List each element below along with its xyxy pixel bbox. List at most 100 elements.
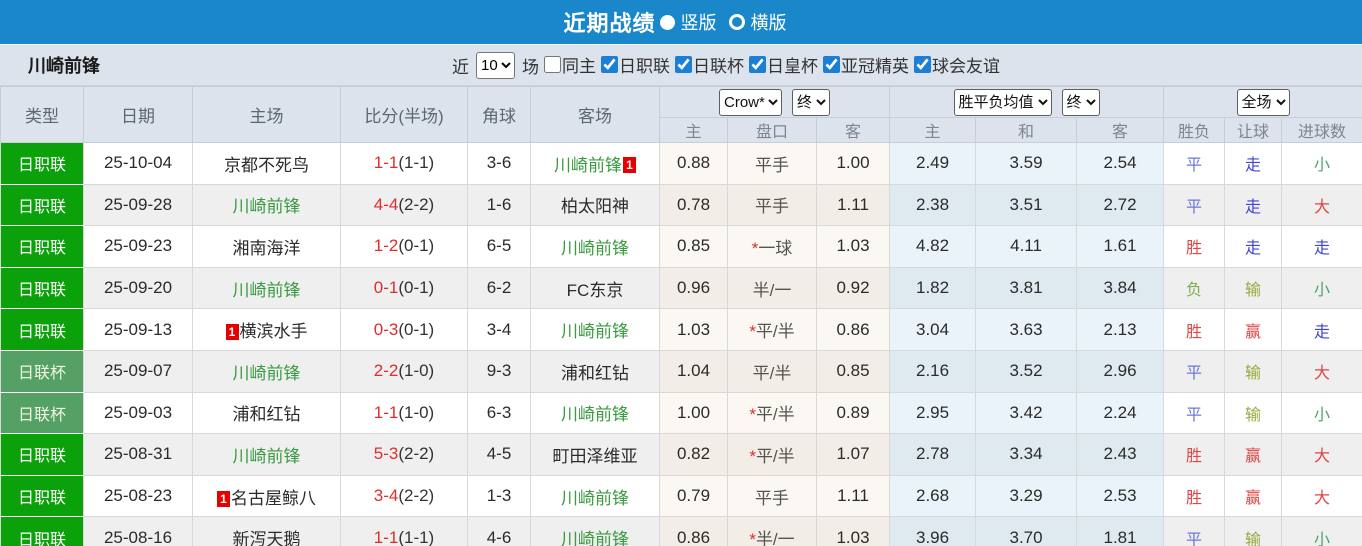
- layout-radio-unselected-icon[interactable]: [728, 14, 745, 30]
- avg-odds-select[interactable]: 胜平负均值: [953, 88, 1052, 116]
- result-outcome: 胜: [1163, 433, 1226, 476]
- avg-period-select[interactable]: 终: [1061, 88, 1100, 116]
- match-type: 日联杯: [0, 391, 84, 435]
- halftime-score: (1-1): [398, 153, 435, 173]
- home-team-name[interactable]: 京都不死鸟: [224, 155, 309, 175]
- home-team-cell: 川崎前锋: [192, 433, 341, 476]
- match-date: 25-10-04: [83, 142, 193, 185]
- away-team-name[interactable]: 川崎前锋: [561, 238, 629, 258]
- filter-checkbox-日联杯[interactable]: 日联杯: [675, 52, 744, 77]
- layout-radio-group: 竖版 横版: [659, 9, 799, 35]
- home-team-name[interactable]: 横滨水手: [239, 322, 308, 342]
- halftime-score: (0-1): [398, 319, 435, 339]
- handicap-outcome: 输: [1224, 516, 1283, 546]
- table-row: 日职联 25-08-16 新泻天鹅 1-1(1-1) 4-6 川崎前锋 0.86 *半/一 1.…: [0, 516, 1362, 546]
- match-score: 1-1(1-1): [340, 142, 468, 185]
- sub-header-handicap: 盘口: [727, 117, 817, 143]
- home-team-name[interactable]: 浦和红钻: [232, 405, 301, 425]
- checkbox-label: 日职联: [619, 57, 670, 76]
- match-score: 2-2(1-0): [340, 349, 468, 393]
- handicap-odds-away: 1.03: [815, 225, 891, 268]
- handicap-outcome: 赢: [1224, 308, 1283, 351]
- halftime-score: (2-2): [398, 486, 435, 506]
- handicap-line: *平/半: [727, 391, 817, 435]
- handicap-line: 平手: [727, 183, 817, 227]
- away-team-cell: 川崎前锋: [530, 391, 660, 435]
- layout-radio-label[interactable]: 竖版: [680, 13, 717, 33]
- odds-company-select[interactable]: Crow*: [719, 88, 783, 116]
- table-row: 日职联 25-09-20 川崎前锋 0-1(0-1) 6-2 FC东京 0.96 半/一 0.9…: [0, 266, 1362, 310]
- avg-odds-home: 3.96: [889, 516, 977, 546]
- handicap-text: 平手: [755, 197, 789, 217]
- layout-radio-selected-icon[interactable]: [659, 14, 675, 30]
- result-outcome: 胜: [1163, 474, 1226, 518]
- filter-checkbox-球会友谊[interactable]: 球会友谊: [914, 52, 1000, 77]
- scope-select[interactable]: 全场: [1236, 88, 1290, 116]
- handicap-outcome: 输: [1224, 266, 1283, 310]
- checkbox-input[interactable]: [914, 56, 931, 73]
- table-row: 日职联 25-10-04 京都不死鸟 1-1(1-1) 3-6 川崎前锋 1 0.88 平手 1.…: [0, 142, 1362, 185]
- handicap-line: *一球: [727, 225, 817, 268]
- away-team-cell: 川崎前锋: [530, 225, 660, 268]
- away-team-name[interactable]: 川崎前锋: [561, 322, 629, 342]
- result-outcome: 平: [1163, 183, 1226, 227]
- handicap-odds-home: 0.86: [659, 516, 728, 546]
- layout-radio-label[interactable]: 横版: [750, 13, 787, 33]
- match-type: 日职联: [0, 266, 84, 310]
- match-type: 日职联: [0, 183, 84, 227]
- filter-checkbox-同主[interactable]: 同主: [544, 52, 596, 77]
- filter-checkbox-日皇杯[interactable]: 日皇杯: [749, 52, 818, 77]
- avg-odds-home: 2.95: [889, 391, 977, 435]
- match-score: 1-1(1-0): [340, 391, 468, 435]
- odds-period-select[interactable]: 终: [792, 88, 831, 116]
- fulltime-score: 3-4: [373, 486, 399, 506]
- home-team-name[interactable]: 名古屋鲸八: [231, 488, 316, 508]
- home-team-cell: 川崎前锋: [192, 266, 341, 310]
- avg-odds-draw: 3.42: [975, 391, 1078, 435]
- away-team-name[interactable]: 町田泽维亚: [552, 446, 638, 466]
- match-score: 3-4(2-2): [340, 474, 468, 518]
- home-team-name[interactable]: 川崎前锋: [232, 197, 301, 217]
- away-team-name[interactable]: 柏太阳神: [561, 197, 629, 217]
- filter-checkbox-亚冠精英[interactable]: 亚冠精英: [823, 52, 909, 77]
- handicap-odds-away: 0.86: [815, 308, 891, 351]
- col-header-score: 比分(半场): [340, 86, 468, 143]
- checkbox-input[interactable]: [823, 56, 840, 73]
- star-icon: *: [749, 322, 756, 342]
- avg-odds-home: 2.16: [889, 349, 977, 393]
- away-team-name[interactable]: 川崎前锋: [561, 405, 629, 425]
- checkbox-input[interactable]: [675, 56, 692, 73]
- match-count-select[interactable]: 10: [476, 51, 515, 79]
- corner-count: 6-5: [467, 225, 531, 268]
- match-date: 25-09-13: [83, 308, 193, 351]
- handicap-outcome: 输: [1224, 391, 1283, 435]
- sub-header-handicap-result: 让球: [1224, 117, 1283, 143]
- avg-odds-away: 3.84: [1076, 266, 1165, 310]
- home-team-name[interactable]: 新泻天鹅: [232, 530, 301, 546]
- home-team-name[interactable]: 川崎前锋: [232, 446, 301, 466]
- match-type: 日联杯: [0, 349, 84, 393]
- fulltime-score: 1-2: [373, 236, 399, 256]
- handicap-odds-home: 0.82: [659, 433, 728, 476]
- home-team-name[interactable]: 川崎前锋: [232, 363, 301, 383]
- away-team-name[interactable]: 浦和红钻: [561, 363, 629, 383]
- result-outcome: 胜: [1163, 225, 1226, 268]
- corner-count: 1-6: [467, 183, 531, 227]
- checkbox-input[interactable]: [601, 56, 618, 73]
- page-title: 近期战绩: [563, 11, 656, 36]
- checkbox-input[interactable]: [544, 56, 561, 73]
- checkbox-input[interactable]: [749, 56, 766, 73]
- home-team-name[interactable]: 湘南海洋: [232, 238, 301, 258]
- home-team-name[interactable]: 川崎前锋: [232, 280, 301, 300]
- handicap-odds-away: 0.85: [815, 349, 891, 393]
- goals-outcome: 走: [1281, 225, 1362, 268]
- away-team-name[interactable]: 川崎前锋: [561, 530, 629, 546]
- away-team-name[interactable]: FC东京: [566, 280, 624, 300]
- corner-count: 6-3: [467, 391, 531, 435]
- away-team-name[interactable]: 川崎前锋: [561, 488, 629, 508]
- halftime-score: (0-1): [398, 236, 435, 256]
- handicap-odds-home: 0.88: [659, 142, 728, 185]
- away-team-name[interactable]: 川崎前锋: [554, 155, 622, 175]
- filter-checkbox-日职联[interactable]: 日职联: [601, 52, 670, 77]
